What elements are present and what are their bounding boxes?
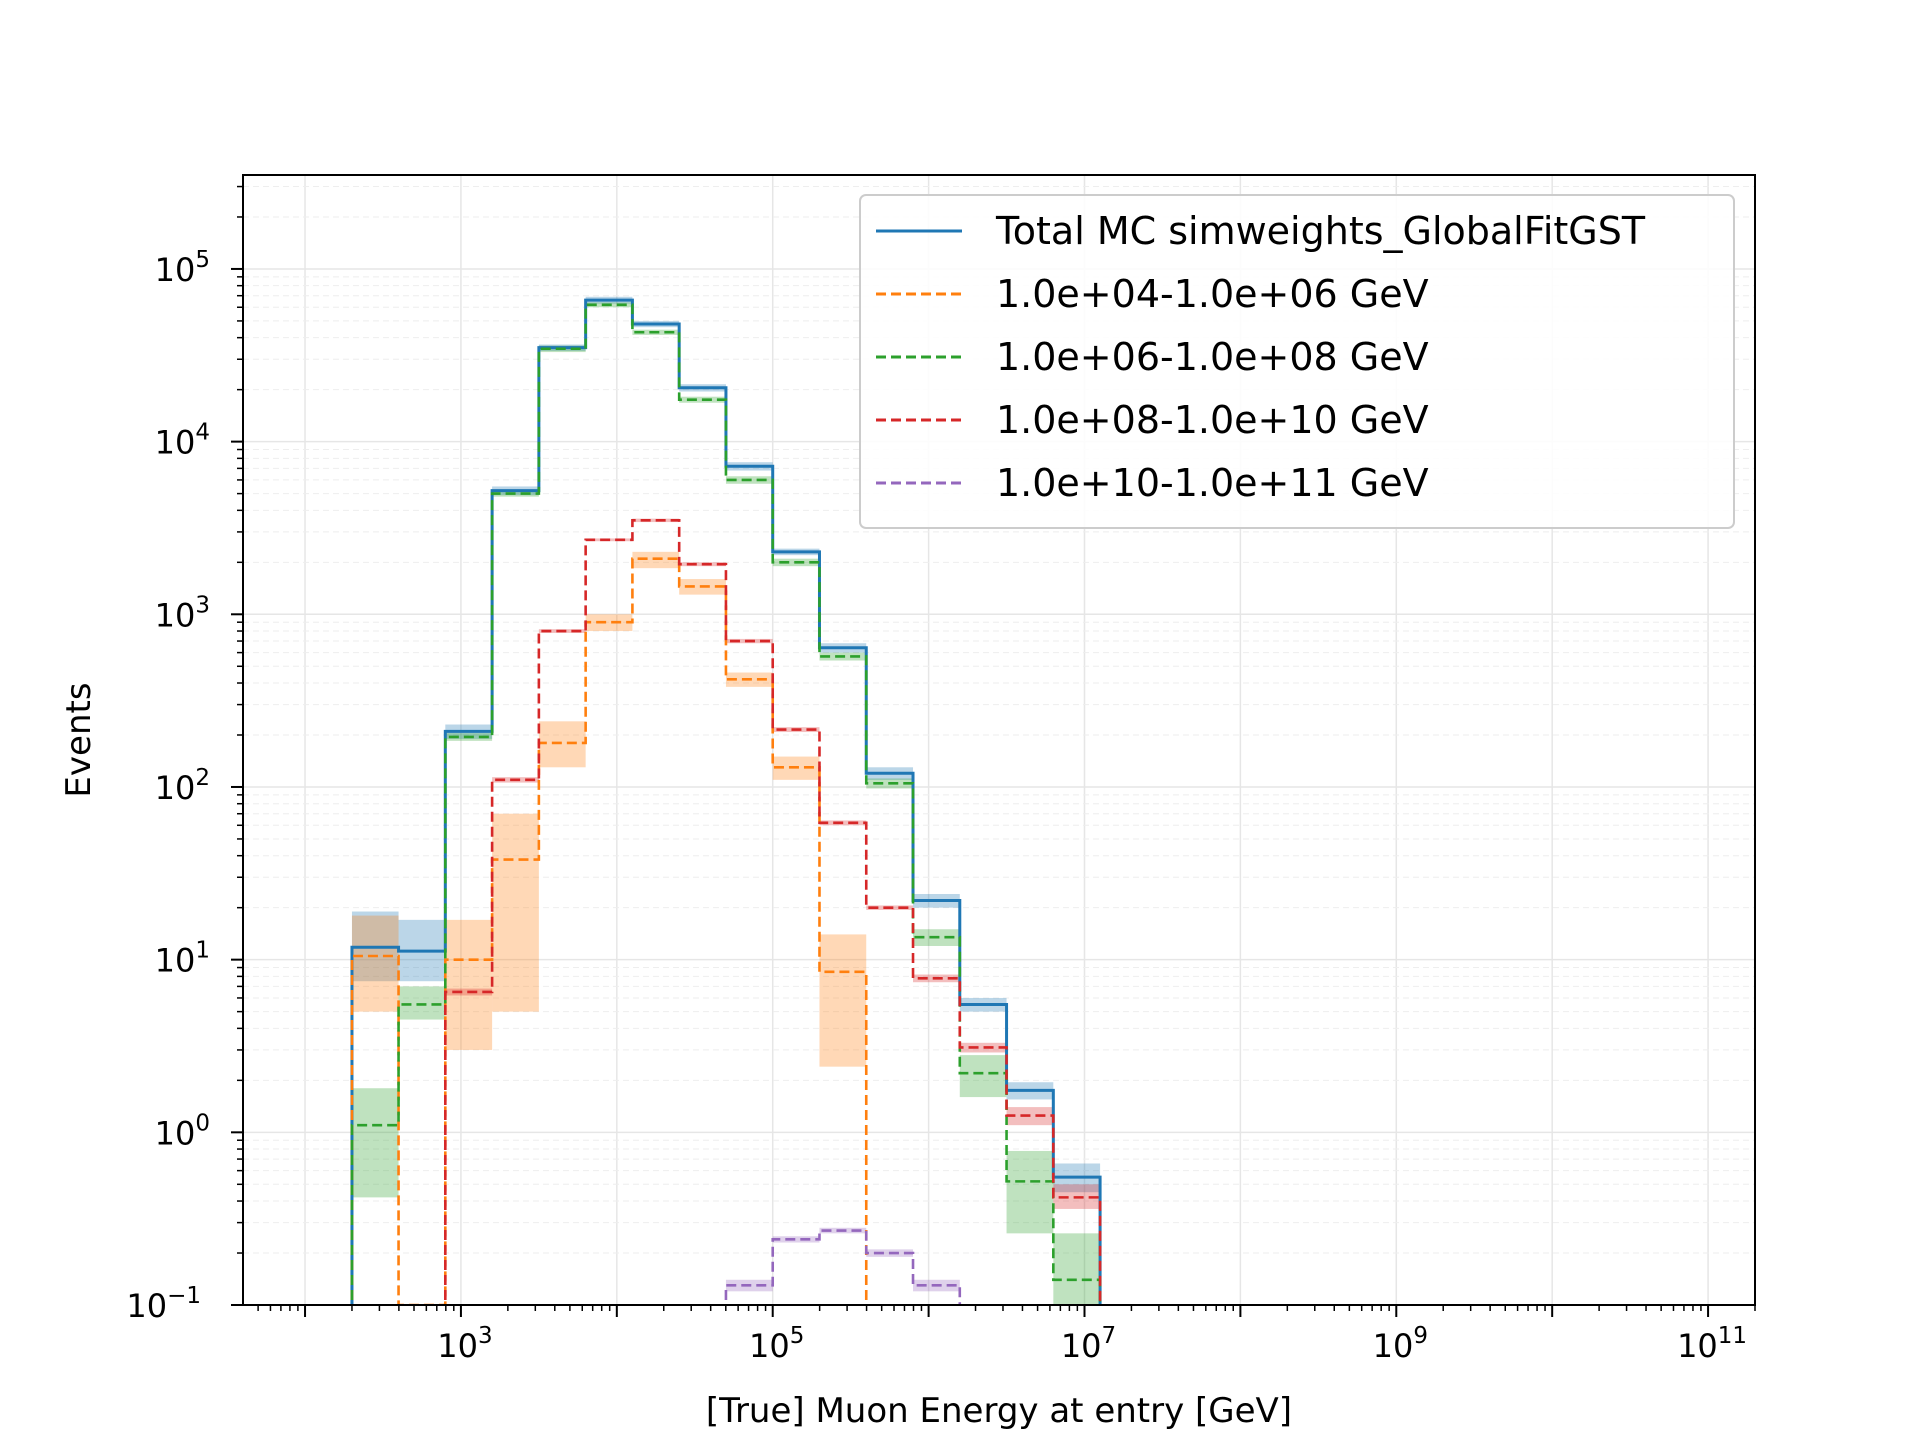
uncertainty-band <box>538 721 586 768</box>
x-tick-label: 105 <box>749 1323 804 1365</box>
legend-box <box>859 194 1735 529</box>
y-tick-label: 103 <box>155 592 210 634</box>
uncertainty-band <box>772 1236 820 1243</box>
x-tick-label: 103 <box>437 1323 492 1365</box>
x-tick-label: 1011 <box>1677 1323 1747 1365</box>
y-tick-label: 10−1 <box>126 1283 201 1325</box>
uncertainty-band <box>632 551 680 569</box>
y-tick-label: 102 <box>155 765 210 807</box>
uncertainty-band <box>445 919 493 1050</box>
y-tick-label: 104 <box>155 420 210 462</box>
uncertainty-band <box>351 915 399 1012</box>
histogram-series-2 <box>350 557 868 1305</box>
histogram-series-5 <box>724 1229 962 1305</box>
y-tick-label: 100 <box>155 1110 210 1152</box>
uncertainty-band <box>398 986 446 1020</box>
x-tick-label: 109 <box>1373 1323 1428 1365</box>
plot-frame <box>242 174 1756 1306</box>
uncertainty-band <box>492 813 539 1012</box>
histogram-lines <box>350 298 1102 1305</box>
legend-label-3: 1.0e+06-1.0e+08 GeV <box>996 335 1429 379</box>
x-axis-label: [True] Muon Energy at entry [GeV] <box>706 1391 1292 1431</box>
uncertainty-band <box>819 934 867 1067</box>
uncertainty-band <box>1006 1150 1054 1234</box>
x-tick-label: 107 <box>1061 1323 1116 1365</box>
legend: Total MC simweights_GlobalFitGST 1.0e+04-… <box>859 194 1735 529</box>
y-tick-label: 101 <box>155 938 210 980</box>
uncertainty-band <box>1053 1233 1101 1305</box>
uncertainty-band <box>585 614 633 632</box>
uncertainty-band <box>959 1055 1007 1098</box>
legend-label-1: Total MC simweights_GlobalFitGST <box>995 209 1646 253</box>
uncertainty-band <box>959 1042 1007 1053</box>
y-axis-label: Events <box>59 682 99 797</box>
uncertainty-band <box>351 1088 399 1198</box>
legend-label-2: 1.0e+04-1.0e+06 GeV <box>996 272 1429 316</box>
y-tick-label: 105 <box>155 247 210 289</box>
axis-ticks: 103 105 107 109 1011 10−1 100 101 102 103 104 105 <box>126 185 1756 1365</box>
legend-label-4: 1.0e+08-1.0e+10 GeV <box>996 398 1429 442</box>
legend-label-5: 1.0e+10-1.0e+11 GeV <box>996 461 1429 505</box>
histogram-series-4 <box>444 519 1102 1305</box>
